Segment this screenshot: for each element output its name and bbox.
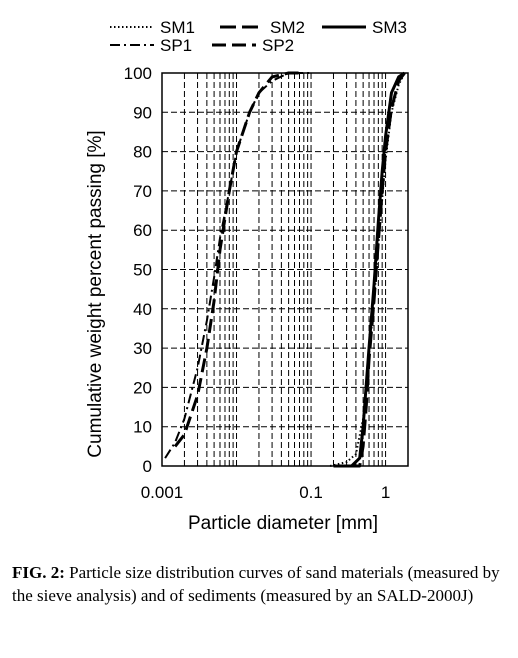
y-tick-label: 80 — [133, 143, 152, 162]
y-tick-label: 70 — [133, 182, 152, 201]
x-tick-label: 0.001 — [141, 483, 184, 502]
grid — [161, 72, 409, 467]
x-axis-label: Particle diameter [mm] — [188, 513, 378, 534]
chart: 0 10 20 30 40 50 60 70 80 90 100 0.001 0.1 1 Cumulati… — [85, 18, 409, 534]
series-line-sp2 — [173, 71, 304, 448]
figure-caption: FIG. 2: Particle size distribution curve… — [12, 561, 506, 607]
x-tick-label: 0.1 — [299, 483, 323, 502]
legend-label-sm2: SM2 — [270, 18, 305, 37]
series-line-sp1 — [164, 72, 311, 459]
legend: SM1 SM2 SM3 SP1 SP2 — [110, 18, 407, 55]
legend-label-sp2: SP2 — [262, 36, 294, 55]
axes-text: 0 10 20 30 40 50 60 70 80 90 100 0.001 0.1 1 — [124, 64, 391, 502]
series-layer — [164, 71, 406, 468]
series-line-sm3 — [333, 71, 406, 468]
caption-text: Particle size distribution curves of san… — [12, 563, 500, 605]
y-tick-label: 40 — [133, 300, 152, 319]
y-tick-label: 50 — [133, 261, 152, 280]
y-tick-label: 30 — [133, 339, 152, 358]
y-tick-label: 10 — [133, 418, 152, 437]
y-tick-label: 90 — [133, 103, 152, 122]
y-tick-label: 100 — [124, 64, 152, 83]
legend-label-sp1: SP1 — [160, 36, 192, 55]
y-axis-label: Cumulative weight percent passing [%] — [85, 130, 106, 457]
x-tick-label: 1 — [381, 483, 390, 502]
y-tick-label: 0 — [143, 457, 152, 476]
y-tick-label: 60 — [133, 221, 152, 240]
legend-label-sm1: SM1 — [160, 18, 195, 37]
y-tick-label: 20 — [133, 378, 152, 397]
caption-label: FIG. 2: — [12, 563, 65, 582]
legend-label-sm3: SM3 — [372, 18, 407, 37]
